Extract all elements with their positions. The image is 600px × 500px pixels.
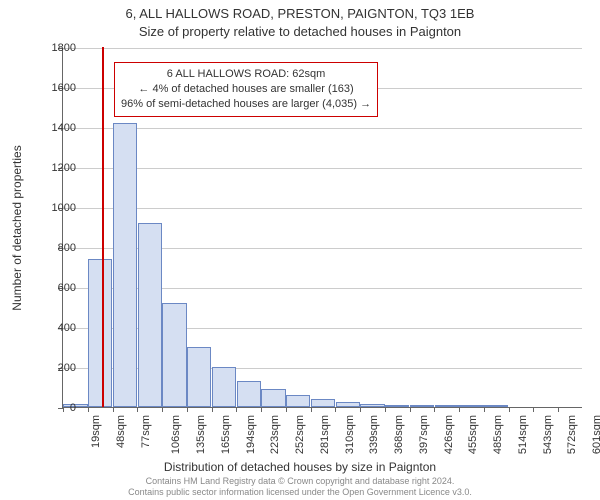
ytick-label: 600 bbox=[36, 282, 76, 294]
xtick-label: 310sqm bbox=[344, 415, 356, 454]
xtick-mark bbox=[484, 407, 485, 412]
xtick-mark bbox=[509, 407, 510, 412]
xtick-mark bbox=[261, 407, 262, 412]
histogram-bar bbox=[459, 405, 483, 407]
xtick-mark bbox=[311, 407, 312, 412]
histogram-bar bbox=[360, 404, 384, 407]
xtick-label: 252sqm bbox=[294, 415, 306, 454]
chart-title-line2: Size of property relative to detached ho… bbox=[0, 24, 600, 39]
chart-title-line1: 6, ALL HALLOWS ROAD, PRESTON, PAIGNTON, … bbox=[0, 6, 600, 21]
histogram-bar bbox=[261, 389, 285, 407]
xtick-mark bbox=[212, 407, 213, 412]
ytick-label: 200 bbox=[36, 362, 76, 374]
footer-line2: Contains public sector information licen… bbox=[0, 487, 600, 498]
gridline bbox=[63, 208, 582, 209]
ytick-label: 1400 bbox=[36, 122, 76, 134]
x-axis-label: Distribution of detached houses by size … bbox=[0, 460, 600, 474]
xtick-mark bbox=[187, 407, 188, 412]
xtick-label: 426sqm bbox=[443, 415, 455, 454]
xtick-label: 48sqm bbox=[115, 415, 127, 448]
histogram-bar bbox=[187, 347, 211, 407]
plot-area: 19sqm48sqm77sqm106sqm135sqm165sqm194sqm2… bbox=[62, 48, 582, 408]
ytick-label: 400 bbox=[36, 322, 76, 334]
xtick-label: 19sqm bbox=[90, 415, 102, 448]
annotation-line2: ← 4% of detached houses are smaller (163… bbox=[121, 82, 371, 97]
xtick-label: 601sqm bbox=[591, 415, 600, 454]
xtick-label: 368sqm bbox=[393, 415, 405, 454]
xtick-mark bbox=[113, 407, 114, 412]
xtick-mark bbox=[360, 407, 361, 412]
xtick-mark bbox=[335, 407, 336, 412]
ytick-label: 800 bbox=[36, 242, 76, 254]
xtick-mark bbox=[558, 407, 559, 412]
xtick-mark bbox=[88, 407, 89, 412]
histogram-bar bbox=[484, 405, 508, 407]
xtick-mark bbox=[162, 407, 163, 412]
xtick-label: 572sqm bbox=[567, 415, 579, 454]
ytick-label: 1200 bbox=[36, 162, 76, 174]
footer-attribution: Contains HM Land Registry data © Crown c… bbox=[0, 476, 600, 498]
annotation-line1: 6 ALL HALLOWS ROAD: 62sqm bbox=[121, 67, 371, 82]
histogram-bar bbox=[286, 395, 310, 407]
xtick-label: 165sqm bbox=[220, 415, 232, 454]
histogram-bar bbox=[113, 123, 137, 407]
xtick-mark bbox=[236, 407, 237, 412]
xtick-mark bbox=[286, 407, 287, 412]
xtick-label: 194sqm bbox=[245, 415, 257, 454]
ytick-label: 1000 bbox=[36, 202, 76, 214]
xtick-label: 485sqm bbox=[492, 415, 504, 454]
xtick-label: 281sqm bbox=[319, 415, 331, 454]
xtick-mark bbox=[434, 407, 435, 412]
ytick-label: 0 bbox=[36, 402, 76, 414]
histogram-bar bbox=[435, 405, 459, 407]
xtick-mark bbox=[410, 407, 411, 412]
annotation-line3: 96% of semi-detached houses are larger (… bbox=[121, 97, 371, 112]
xtick-label: 135sqm bbox=[195, 415, 207, 454]
annotation-callout: 6 ALL HALLOWS ROAD: 62sqm← 4% of detache… bbox=[114, 62, 378, 117]
xtick-label: 455sqm bbox=[468, 415, 480, 454]
xtick-mark bbox=[137, 407, 138, 412]
histogram-bar bbox=[336, 402, 360, 407]
ytick-label: 1800 bbox=[36, 42, 76, 54]
xtick-label: 77sqm bbox=[140, 415, 152, 448]
xtick-label: 514sqm bbox=[517, 415, 529, 454]
xtick-mark bbox=[385, 407, 386, 412]
footer-line1: Contains HM Land Registry data © Crown c… bbox=[0, 476, 600, 487]
xtick-label: 223sqm bbox=[269, 415, 281, 454]
histogram-bar bbox=[212, 367, 236, 407]
gridline bbox=[63, 168, 582, 169]
histogram-bar bbox=[311, 399, 335, 407]
xtick-label: 397sqm bbox=[418, 415, 430, 454]
histogram-bar bbox=[162, 303, 186, 407]
histogram-bar bbox=[410, 405, 434, 407]
ytick-label: 1600 bbox=[36, 82, 76, 94]
histogram-bar bbox=[88, 259, 112, 407]
xtick-mark bbox=[459, 407, 460, 412]
histogram-bar bbox=[138, 223, 162, 407]
property-size-chart: 6, ALL HALLOWS ROAD, PRESTON, PAIGNTON, … bbox=[0, 0, 600, 500]
histogram-bar bbox=[385, 405, 409, 407]
property-marker-line bbox=[102, 47, 104, 407]
xtick-label: 106sqm bbox=[170, 415, 182, 454]
gridline bbox=[63, 128, 582, 129]
histogram-bar bbox=[237, 381, 261, 407]
y-axis-label: Number of detached properties bbox=[10, 145, 24, 310]
xtick-mark bbox=[533, 407, 534, 412]
gridline bbox=[63, 48, 582, 49]
xtick-label: 339sqm bbox=[369, 415, 381, 454]
xtick-label: 543sqm bbox=[542, 415, 554, 454]
